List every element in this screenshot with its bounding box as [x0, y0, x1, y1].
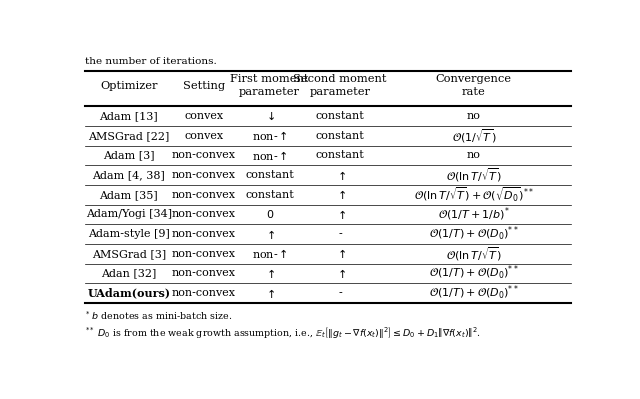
Text: $\mathcal{O}(1/T+1/b)^{*}$: $\mathcal{O}(1/T+1/b)^{*}$	[438, 205, 509, 223]
Text: non-convex: non-convex	[172, 150, 236, 160]
Text: constant: constant	[316, 150, 365, 160]
Text: $^{**}$ $D_0$ is from the weak growth assumption, i.e., $\mathbb{E}_t\left[\left: $^{**}$ $D_0$ is from the weak growth as…	[85, 325, 481, 340]
Text: -: -	[339, 229, 342, 239]
Text: convex: convex	[184, 131, 223, 141]
Text: $^{*}$ $b$ denotes as mini-batch size.: $^{*}$ $b$ denotes as mini-batch size.	[85, 310, 232, 322]
Text: constant: constant	[245, 190, 294, 200]
Text: Adam/Yogi [34]: Adam/Yogi [34]	[86, 209, 172, 219]
Text: $\uparrow$: $\uparrow$	[264, 227, 275, 241]
Text: First moment
parameter: First moment parameter	[230, 74, 309, 97]
Text: Optimizer: Optimizer	[100, 81, 157, 91]
Text: convex: convex	[184, 111, 223, 121]
Text: $\mathcal{O}(\ln T/\sqrt{T})$: $\mathcal{O}(\ln T/\sqrt{T})$	[446, 166, 502, 184]
Text: non-convex: non-convex	[172, 249, 236, 259]
Text: $\uparrow$: $\uparrow$	[264, 267, 275, 280]
Text: $\uparrow$: $\uparrow$	[335, 208, 346, 221]
Text: non-convex: non-convex	[172, 288, 236, 298]
Text: AMSGrad [3]: AMSGrad [3]	[92, 249, 166, 259]
Text: Convergence
rate: Convergence rate	[436, 74, 512, 97]
Text: $\uparrow$: $\uparrow$	[335, 247, 346, 260]
Text: -: -	[339, 288, 342, 298]
Text: UAdam(ours): UAdam(ours)	[87, 288, 170, 298]
Text: $\uparrow$: $\uparrow$	[335, 168, 346, 182]
Text: $\downarrow$: $\downarrow$	[264, 110, 275, 122]
Text: Adam [3]: Adam [3]	[103, 150, 154, 160]
Text: $\mathcal{O}(1/T) + \mathcal{O}(D_0)^{**}$: $\mathcal{O}(1/T) + \mathcal{O}(D_0)^{**…	[429, 225, 519, 243]
Text: Adam [13]: Adam [13]	[99, 111, 158, 121]
Text: Adam [35]: Adam [35]	[99, 190, 158, 200]
Text: $0$: $0$	[266, 208, 274, 220]
Text: Adan [32]: Adan [32]	[101, 269, 156, 279]
Text: Second moment
parameter: Second moment parameter	[293, 74, 387, 97]
Text: $\uparrow$: $\uparrow$	[335, 188, 346, 201]
Text: $\uparrow$: $\uparrow$	[264, 286, 275, 300]
Text: $\mathcal{O}(1/T) + \mathcal{O}(D_0)^{**}$: $\mathcal{O}(1/T) + \mathcal{O}(D_0)^{**…	[429, 284, 519, 302]
Text: non-convex: non-convex	[172, 209, 236, 219]
Text: constant: constant	[316, 131, 365, 141]
Text: constant: constant	[316, 111, 365, 121]
Text: $\mathcal{O}(\ln T/\sqrt{T}) + \mathcal{O}(\sqrt{D_0})^{**}$: $\mathcal{O}(\ln T/\sqrt{T}) + \mathcal{…	[413, 186, 534, 204]
Text: no: no	[467, 111, 481, 121]
Text: non-convex: non-convex	[172, 269, 236, 279]
Text: non-$\uparrow$: non-$\uparrow$	[252, 247, 287, 260]
Text: Setting: Setting	[183, 81, 225, 91]
Text: $\mathcal{O}(1/\sqrt{T})$: $\mathcal{O}(1/\sqrt{T})$	[452, 127, 496, 144]
Text: Adam [4, 38]: Adam [4, 38]	[92, 170, 165, 180]
Text: the number of iterations.: the number of iterations.	[85, 57, 217, 66]
Text: no: no	[467, 150, 481, 160]
Text: non-convex: non-convex	[172, 190, 236, 200]
Text: $\mathcal{O}(1/T) + \mathcal{O}(D_0)^{**}$: $\mathcal{O}(1/T) + \mathcal{O}(D_0)^{**…	[429, 264, 519, 282]
Text: non-convex: non-convex	[172, 229, 236, 239]
Text: Adam-style [9]: Adam-style [9]	[88, 229, 170, 239]
Text: $\uparrow$: $\uparrow$	[335, 267, 346, 280]
Text: non-$\uparrow$: non-$\uparrow$	[252, 129, 287, 142]
Text: $\mathcal{O}(\ln T/\sqrt{T})$: $\mathcal{O}(\ln T/\sqrt{T})$	[446, 245, 502, 263]
Text: AMSGrad [22]: AMSGrad [22]	[88, 131, 170, 141]
Text: non-$\uparrow$: non-$\uparrow$	[252, 149, 287, 162]
Text: constant: constant	[245, 170, 294, 180]
Text: non-convex: non-convex	[172, 170, 236, 180]
